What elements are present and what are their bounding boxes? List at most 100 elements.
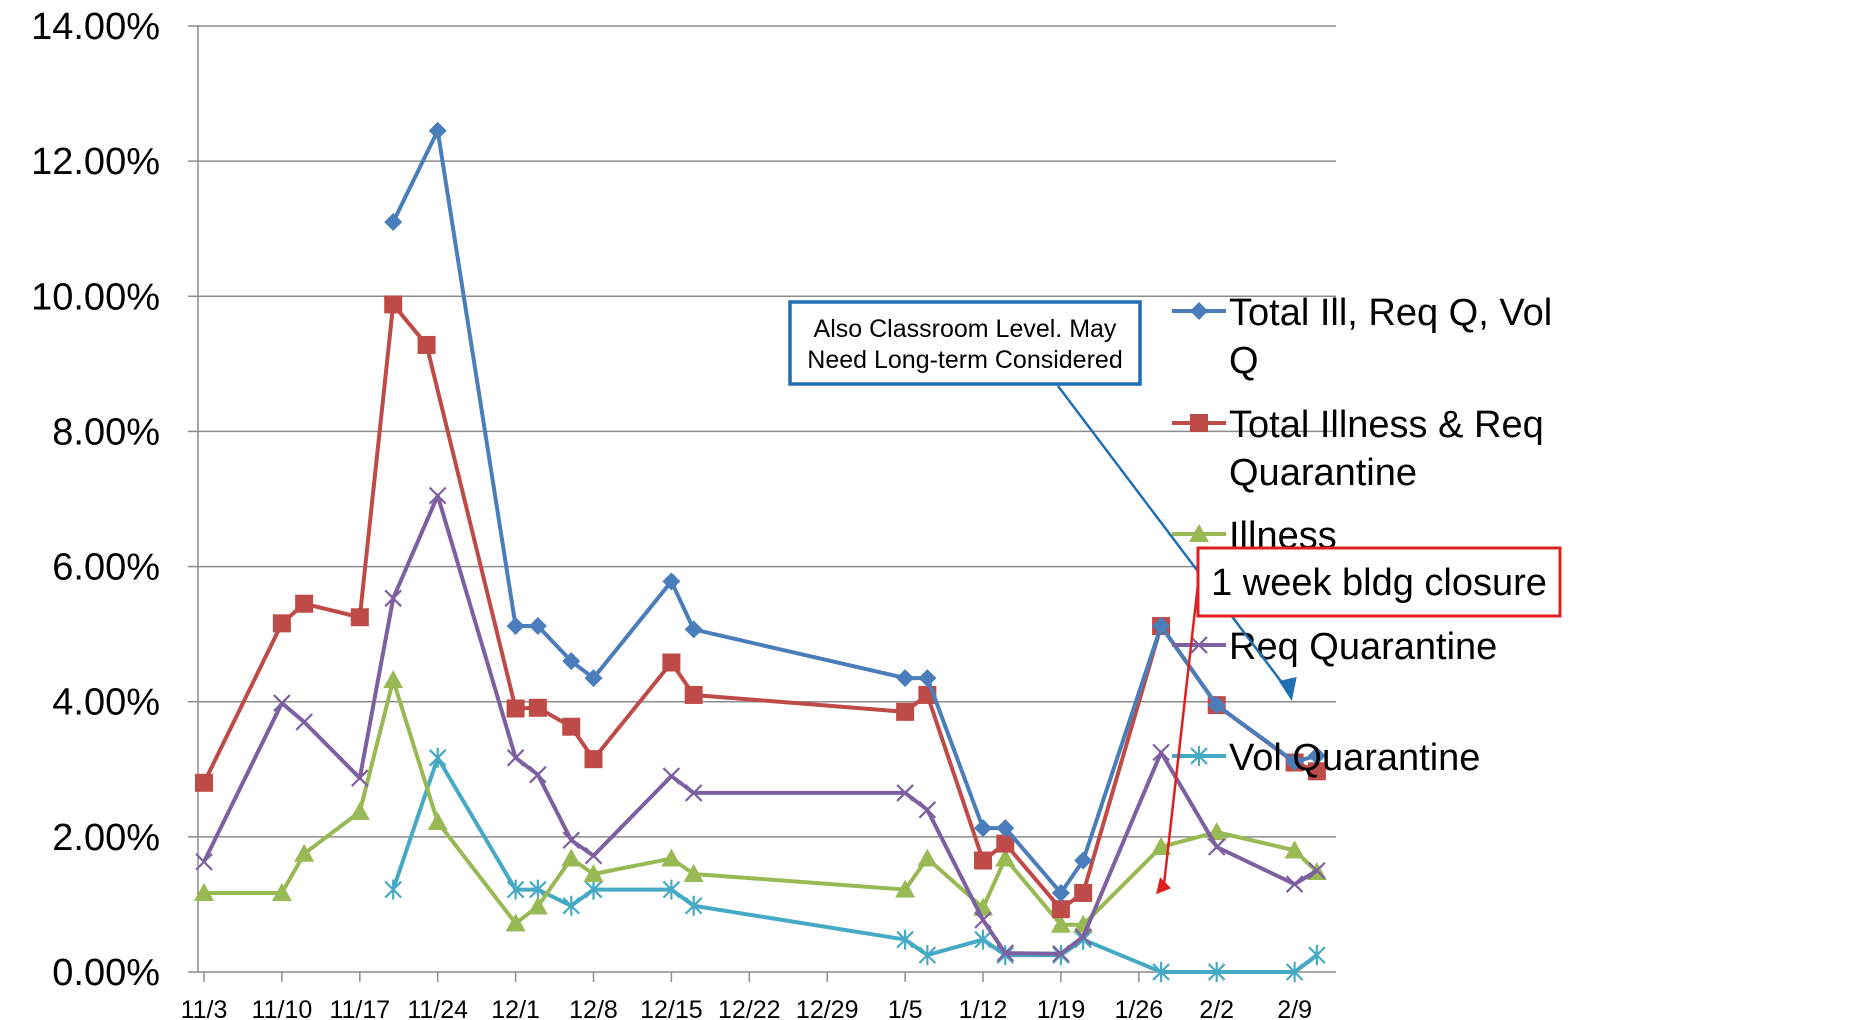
series-line bbox=[391, 755, 1319, 974]
data-point bbox=[662, 653, 681, 672]
legend-label: Req Quarantine bbox=[1229, 626, 1497, 668]
data-point bbox=[584, 750, 603, 769]
legend-marker bbox=[1190, 636, 1208, 654]
legend-label: Total Ill, Req Q, Vol Q bbox=[1229, 292, 1552, 382]
data-point bbox=[384, 589, 402, 608]
legend-marker bbox=[1190, 414, 1208, 432]
data-point bbox=[295, 594, 314, 613]
gridlines bbox=[198, 25, 1336, 838]
data-point bbox=[195, 773, 213, 792]
data-point bbox=[350, 608, 369, 627]
series-4 bbox=[384, 747, 1326, 982]
series-line bbox=[202, 302, 1318, 912]
y-tick-label: 4.00% bbox=[52, 682, 160, 724]
data-point bbox=[974, 851, 993, 870]
data-point bbox=[996, 945, 1015, 966]
data-point bbox=[562, 652, 581, 671]
legend-label: Total Illness & Req Quarantine bbox=[1229, 404, 1544, 494]
data-point bbox=[684, 620, 703, 639]
legend-label: Vol Quarantine bbox=[1229, 737, 1480, 779]
legend-item: Total Ill, Req Q, Vol Q bbox=[1172, 292, 1552, 382]
data-point bbox=[428, 121, 447, 140]
data-point bbox=[662, 879, 681, 900]
data-point bbox=[974, 911, 992, 929]
data-point bbox=[1207, 696, 1226, 715]
x-tick-label: 12/15 bbox=[640, 996, 703, 1020]
data-point bbox=[974, 929, 992, 950]
data-point bbox=[917, 848, 938, 867]
y-tick-label: 14.00% bbox=[31, 6, 160, 48]
data-point bbox=[1152, 617, 1171, 636]
data-point bbox=[584, 879, 603, 900]
data-point bbox=[506, 749, 525, 767]
closure-arrow bbox=[1162, 583, 1200, 885]
data-point bbox=[1307, 746, 1326, 765]
y-tick-label: 10.00% bbox=[31, 276, 160, 318]
data-point bbox=[684, 685, 703, 704]
data-point bbox=[273, 694, 291, 712]
legend-item: Vol Quarantine bbox=[1172, 737, 1480, 779]
x-tick-label: 11/24 bbox=[407, 996, 468, 1020]
legend-item: Total Illness & Req Quarantine bbox=[1172, 404, 1544, 494]
data-point bbox=[529, 879, 547, 900]
data-point bbox=[417, 335, 436, 354]
series-2 bbox=[194, 670, 1327, 933]
data-point bbox=[896, 702, 915, 721]
series-line bbox=[202, 493, 1318, 956]
data-point bbox=[684, 895, 703, 916]
data-point bbox=[584, 846, 603, 865]
data-point bbox=[294, 843, 315, 862]
y-tick-label: 0.00% bbox=[52, 952, 160, 994]
data-point bbox=[662, 767, 681, 785]
data-point bbox=[662, 572, 681, 591]
callout-arrow bbox=[1057, 385, 1291, 694]
data-point bbox=[428, 486, 447, 505]
data-point bbox=[506, 699, 525, 718]
x-tick-label: 1/26 bbox=[1114, 996, 1163, 1020]
data-point bbox=[1307, 762, 1326, 781]
data-point bbox=[383, 670, 404, 689]
x-tick-label: 1/19 bbox=[1037, 996, 1086, 1020]
data-point bbox=[384, 212, 403, 231]
data-point bbox=[995, 848, 1016, 867]
legend-marker bbox=[1190, 302, 1208, 320]
data-point bbox=[918, 801, 937, 819]
data-point bbox=[974, 819, 993, 838]
data-point bbox=[506, 879, 525, 900]
data-point bbox=[427, 811, 448, 830]
data-point bbox=[1207, 838, 1226, 856]
x-tick-label: 2/2 bbox=[1199, 996, 1234, 1020]
data-point bbox=[996, 944, 1015, 962]
legend-marker bbox=[1189, 524, 1209, 542]
data-point bbox=[195, 853, 213, 871]
series-3 bbox=[195, 486, 1326, 963]
data-point bbox=[527, 896, 548, 915]
callout-arrowhead bbox=[1278, 676, 1297, 701]
x-axis: 11/3 11/10 11/17 11/24 12/1 12/8 12/15 12/22 12/… bbox=[181, 971, 1336, 1020]
data-point bbox=[1308, 861, 1326, 880]
data-point bbox=[918, 945, 937, 966]
x-tick-label: 2/9 bbox=[1277, 996, 1312, 1020]
data-point bbox=[1285, 752, 1304, 771]
callout-bldg-closure: 1 week bldg closure bbox=[1156, 546, 1562, 895]
callout-classroom-level: Also Classroom Level. May Need Long-term … bbox=[788, 300, 1297, 701]
data-point bbox=[428, 747, 447, 768]
series-0 bbox=[384, 121, 1326, 902]
x-tick-label: 12/22 bbox=[718, 996, 781, 1020]
data-point bbox=[272, 614, 291, 633]
data-point bbox=[271, 882, 292, 901]
data-point bbox=[661, 848, 682, 867]
x-tick-label: 12/8 bbox=[569, 996, 618, 1020]
data-point bbox=[996, 834, 1015, 853]
data-point bbox=[1152, 743, 1170, 762]
data-point bbox=[1285, 962, 1304, 982]
y-tick-label: 8.00% bbox=[52, 411, 160, 453]
data-point bbox=[1050, 914, 1071, 933]
data-point bbox=[505, 913, 526, 932]
data-point bbox=[384, 295, 403, 314]
data-point bbox=[684, 784, 703, 802]
y-tick-label: 2.00% bbox=[52, 817, 160, 859]
annotations: Also Classroom Level. May Need Long-term … bbox=[788, 300, 1562, 895]
x-tick-label: 11/17 bbox=[329, 996, 390, 1020]
